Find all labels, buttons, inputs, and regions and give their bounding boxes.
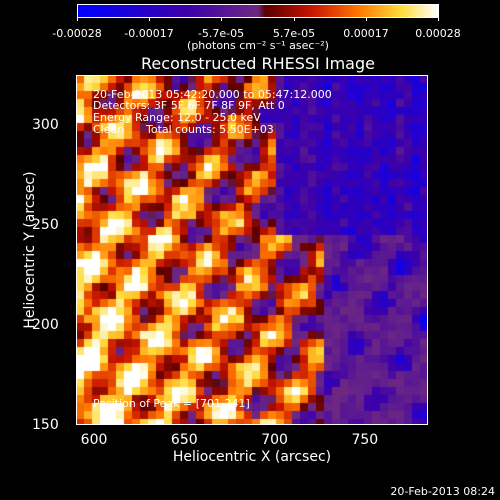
colorbar-tick-label: 5.7e-05 <box>272 27 316 40</box>
colorbar-tick <box>438 18 439 21</box>
colorbar-units: (photons cm⁻² s⁻¹ asec⁻²) <box>187 39 329 52</box>
x-tick-label: 700 <box>261 432 288 448</box>
annotation-time-range: 20-Feb-2013 05:42:20.000 to 05:47:12.000 <box>93 88 332 101</box>
colorbar-tick <box>294 18 295 21</box>
y-axis-label: Heliocentric Y (arcsec) <box>22 171 38 329</box>
colorbar-tick-label: 0.00017 <box>343 27 389 40</box>
x-axis-label: Heliocentric X (arcsec) <box>172 449 332 465</box>
colorbar-tick <box>221 18 222 21</box>
colorbar-tick-label: -0.00017 <box>124 27 174 40</box>
y-tick-label: 300 <box>32 117 59 133</box>
footer-timestamp: 20-Feb-2013 08:24 <box>390 485 495 498</box>
annotation-energy-range: Energy Range: 12.0 - 25.0 keV <box>93 111 261 124</box>
x-tick-label: 600 <box>80 432 108 448</box>
annotation-detectors: Detectors: 3F 5F 6F 7F 8F 9F, Att 0 <box>93 99 285 112</box>
colorbar-tick <box>366 18 367 21</box>
chart-title: Reconstructed RHESSI Image <box>141 54 375 73</box>
y-tick-label: 150 <box>32 417 59 433</box>
heatmap-image <box>76 75 428 425</box>
x-tick-label: 750 <box>351 432 379 448</box>
colorbar <box>77 4 439 18</box>
colorbar-tick <box>77 18 78 21</box>
annotation-peak-position: Position of Peak = [701,241] <box>93 397 250 410</box>
y-tick-label: 250 <box>32 217 59 233</box>
annotation-method: Clean <box>93 123 125 136</box>
colorbar-tick-label: -0.00028 <box>52 27 102 40</box>
colorbar-tick-label: 0.00028 <box>415 27 461 40</box>
colorbar-tick <box>149 18 150 21</box>
y-tick-label: 200 <box>32 317 59 333</box>
annotation-total-counts: Total counts: 5.50E+03 <box>146 123 274 136</box>
x-tick-label: 650 <box>170 432 198 448</box>
colorbar-tick-label: -5.7e-05 <box>197 27 245 40</box>
